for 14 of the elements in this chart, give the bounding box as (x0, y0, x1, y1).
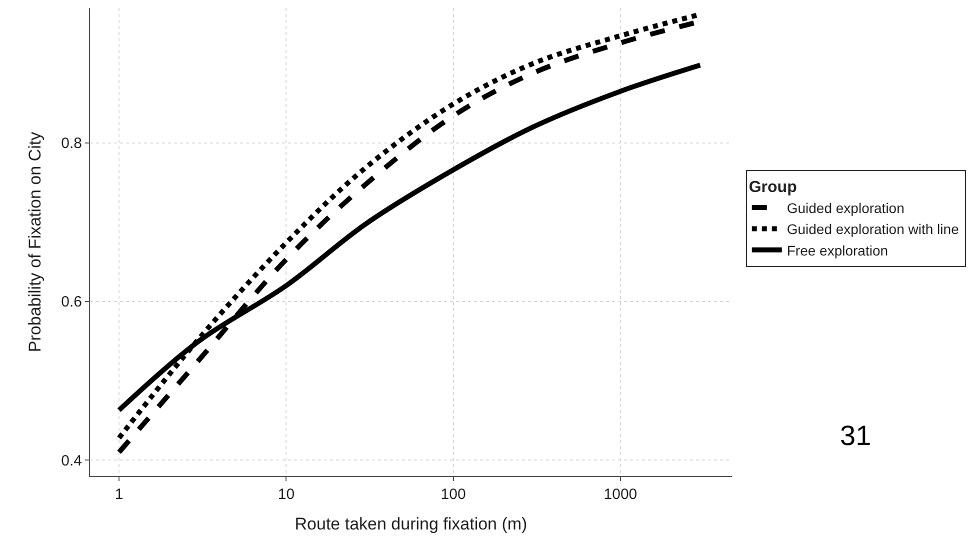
x-tick-label: 10 (278, 486, 295, 503)
x-tick-label: 100 (440, 486, 466, 503)
legend-label: Free exploration (786, 242, 888, 258)
y-axis-title: Probability of Fixation on City (26, 131, 45, 352)
x-tick-label: 1000 (604, 486, 638, 503)
text: 31 (840, 420, 872, 451)
y-tick-label: 0.6 (61, 294, 82, 311)
legend-label: Guided exploration (786, 200, 904, 216)
y-tick-label: 0.8 (61, 135, 82, 152)
x-axis-title: Route taken during fixation (m) (294, 514, 528, 534)
x-tick-label: 1 (114, 486, 124, 503)
legend-title: Group (748, 178, 798, 196)
y-tick-label: 0.4 (61, 452, 82, 470)
legend-label: Guided exploration with line (786, 221, 960, 238)
